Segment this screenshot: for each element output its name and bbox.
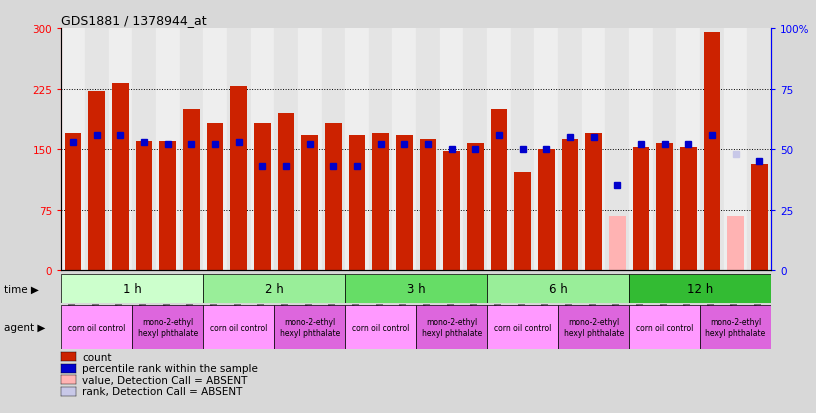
Bar — [85, 29, 109, 271]
Bar — [609, 216, 626, 271]
Text: 3 h: 3 h — [407, 282, 425, 296]
Text: mono-2-ethyl
hexyl phthalate: mono-2-ethyl hexyl phthalate — [422, 318, 481, 337]
Text: value, Detection Call = ABSENT: value, Detection Call = ABSENT — [82, 375, 248, 385]
Text: mono-2-ethyl
hexyl phthalate: mono-2-ethyl hexyl phthalate — [280, 318, 339, 337]
Bar — [490, 109, 508, 271]
Bar — [629, 29, 653, 271]
Bar — [277, 114, 295, 271]
Text: corn oil control: corn oil control — [68, 323, 126, 332]
Bar — [656, 143, 673, 271]
Bar — [629, 275, 771, 304]
Bar — [88, 92, 105, 271]
Text: rank, Detection Call = ABSENT: rank, Detection Call = ABSENT — [82, 387, 243, 396]
Bar — [558, 29, 582, 271]
Bar — [301, 135, 318, 271]
Text: corn oil control: corn oil control — [494, 323, 552, 332]
Bar — [372, 134, 389, 271]
Bar — [676, 29, 700, 271]
Bar — [487, 275, 629, 304]
Bar — [345, 29, 369, 271]
Bar — [254, 124, 271, 271]
Text: mono-2-ethyl
hexyl phthalate: mono-2-ethyl hexyl phthalate — [706, 318, 765, 337]
Bar — [419, 139, 437, 271]
Text: time ▶: time ▶ — [4, 284, 39, 294]
Bar — [109, 29, 132, 271]
Bar — [345, 275, 487, 304]
Text: count: count — [82, 352, 112, 362]
Bar — [751, 164, 768, 271]
Text: corn oil control: corn oil control — [210, 323, 268, 332]
Bar — [61, 29, 85, 271]
Bar — [345, 306, 416, 349]
Text: agent ▶: agent ▶ — [4, 323, 46, 332]
Bar — [230, 87, 247, 271]
Text: GDS1881 / 1378944_at: GDS1881 / 1378944_at — [61, 14, 206, 27]
Bar — [227, 29, 251, 271]
Bar — [322, 29, 345, 271]
Text: 2 h: 2 h — [265, 282, 283, 296]
Bar — [558, 306, 629, 349]
Bar — [582, 29, 605, 271]
Bar — [348, 135, 366, 271]
Bar — [467, 144, 484, 271]
Bar — [274, 29, 298, 271]
Text: 6 h: 6 h — [549, 282, 567, 296]
Bar — [561, 139, 579, 271]
Text: percentile rank within the sample: percentile rank within the sample — [82, 363, 259, 373]
Text: corn oil control: corn oil control — [352, 323, 410, 332]
Text: 1 h: 1 h — [123, 282, 141, 296]
Bar — [703, 33, 721, 271]
Bar — [653, 29, 676, 271]
Bar — [61, 275, 203, 304]
Bar — [629, 306, 700, 349]
Bar — [416, 306, 487, 349]
Bar — [605, 29, 629, 271]
Bar — [203, 275, 345, 304]
Text: mono-2-ethyl
hexyl phthalate: mono-2-ethyl hexyl phthalate — [564, 318, 623, 337]
Bar — [392, 29, 416, 271]
Bar — [680, 147, 697, 271]
Bar — [180, 29, 203, 271]
Bar — [416, 29, 440, 271]
Bar — [443, 152, 460, 271]
Bar — [463, 29, 487, 271]
Bar — [206, 124, 224, 271]
Bar — [132, 306, 203, 349]
Bar — [159, 142, 176, 271]
Bar — [700, 306, 771, 349]
Text: 12 h: 12 h — [687, 282, 713, 296]
Bar — [487, 29, 511, 271]
Bar — [440, 29, 463, 271]
Bar — [538, 150, 555, 271]
Bar — [183, 109, 200, 271]
Bar — [700, 29, 724, 271]
Bar — [203, 29, 227, 271]
Bar — [203, 306, 274, 349]
Bar — [585, 134, 602, 271]
Bar — [487, 306, 558, 349]
Bar — [132, 29, 156, 271]
Bar — [534, 29, 558, 271]
Bar — [156, 29, 180, 271]
Bar — [298, 29, 322, 271]
Bar — [727, 216, 744, 271]
Bar — [396, 135, 413, 271]
Bar — [724, 29, 747, 271]
Bar — [61, 306, 132, 349]
Text: corn oil control: corn oil control — [636, 323, 694, 332]
Bar — [369, 29, 392, 271]
Bar — [135, 142, 153, 271]
Text: mono-2-ethyl
hexyl phthalate: mono-2-ethyl hexyl phthalate — [138, 318, 197, 337]
Bar — [514, 172, 531, 271]
Bar — [632, 147, 650, 271]
Bar — [511, 29, 534, 271]
Bar — [251, 29, 274, 271]
Bar — [747, 29, 771, 271]
Bar — [112, 84, 129, 271]
Bar — [325, 124, 342, 271]
Bar — [274, 306, 345, 349]
Bar — [64, 134, 82, 271]
